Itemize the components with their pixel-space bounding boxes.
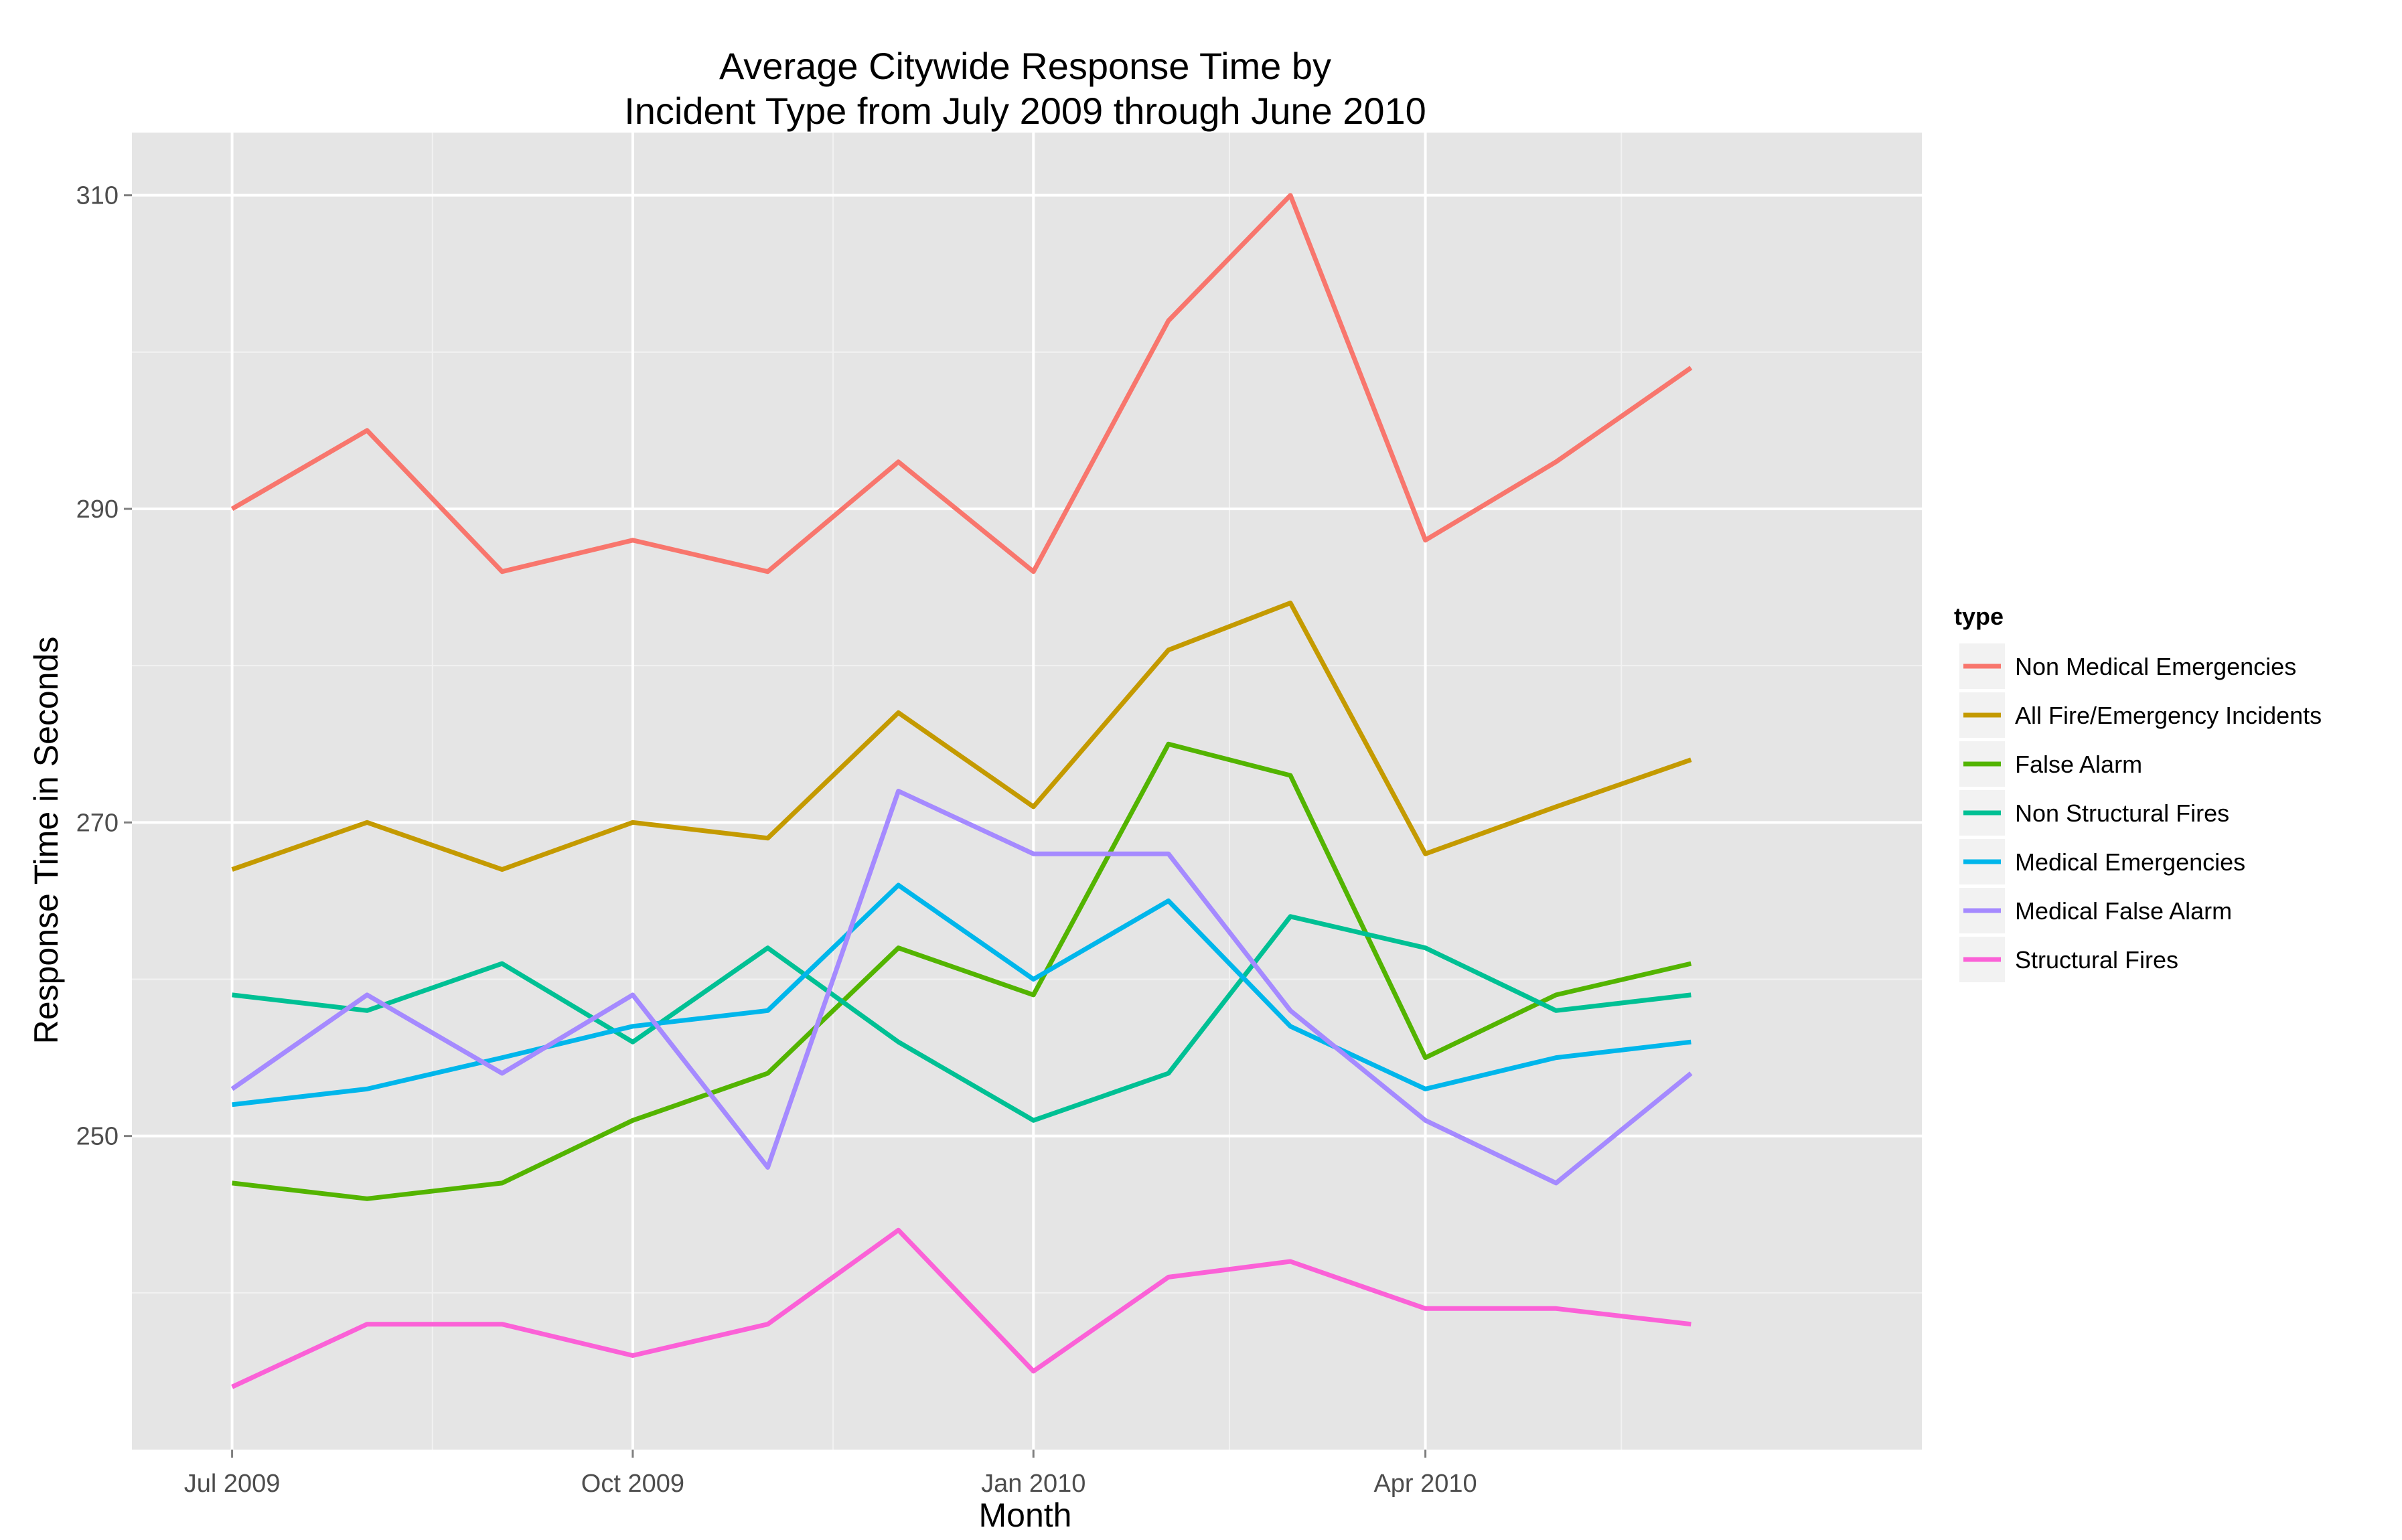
x-axis: Jul 2009 Oct 2009 Jan 2010 Apr 2010 (184, 1450, 1477, 1498)
legend-label: All Fire/Emergency Incidents (2015, 702, 2322, 729)
legend-title: type (1954, 603, 2004, 630)
series-line (231, 601, 1692, 872)
series-line (230, 789, 1693, 1186)
legend-label: Non Medical Emergencies (2015, 653, 2296, 680)
plot-panel (132, 133, 1922, 1450)
grid-lines (132, 133, 1922, 1450)
legend-label: False Alarm (2015, 751, 2142, 778)
x-tick-label: Jul 2009 (184, 1470, 281, 1498)
series-line (230, 193, 1693, 574)
y-tick-label: 250 (76, 1123, 119, 1151)
x-tick-label: Jan 2010 (981, 1470, 1085, 1498)
series-line (232, 914, 1692, 1123)
y-axis-title: Response Time in Seconds (27, 637, 65, 1045)
y-tick-label: 270 (76, 809, 119, 837)
series-line (231, 1227, 1692, 1389)
chart-title-line-1: Average Citywide Response Time by (719, 45, 1331, 87)
x-axis-title: Month (979, 1496, 1072, 1534)
x-tick-label: Oct 2009 (581, 1470, 684, 1498)
legend-label: Medical Emergencies (2015, 848, 2245, 876)
chart-title-line-2: Incident Type from July 2009 through Jun… (624, 90, 1426, 132)
legend-label: Medical False Alarm (2015, 897, 2232, 925)
y-tick-label: 290 (76, 495, 119, 524)
y-tick-label: 310 (76, 182, 119, 210)
y-axis: 250 270 290 310 (76, 182, 132, 1151)
x-tick-label: Apr 2010 (1373, 1470, 1477, 1498)
legend: type Non Medical Emergencies All Fire/Eme… (1954, 603, 2322, 984)
legend-label: Structural Fires (2015, 946, 2178, 974)
series-line (232, 741, 1692, 1201)
series-lines (230, 193, 1693, 1389)
legend-label: Non Structural Fires (2015, 799, 2229, 827)
panel-background (132, 133, 1922, 1450)
